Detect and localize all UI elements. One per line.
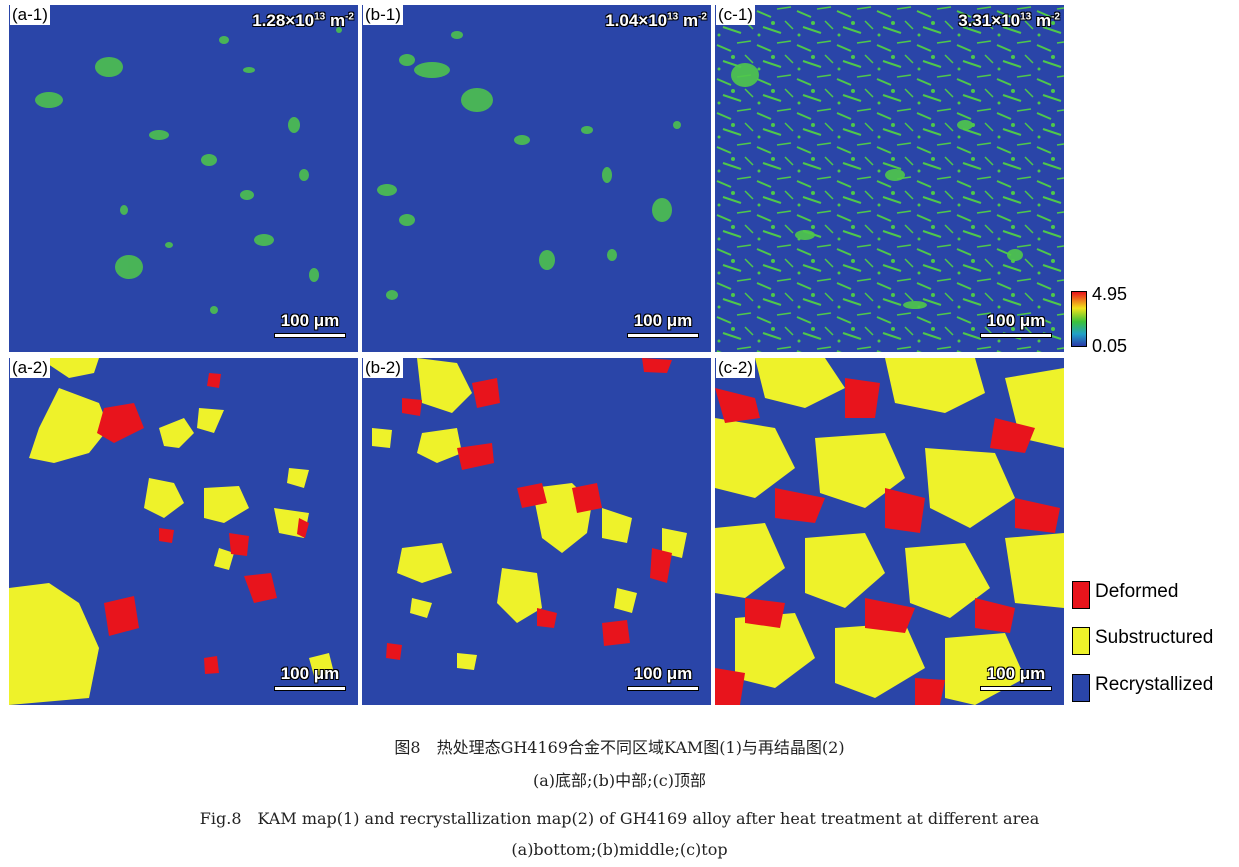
panel-label-a2: (a-2) [10,358,50,378]
dislocation-density-b1: 1.04×1013 m-2 [605,11,707,30]
panel-label-a1: (a-1) [10,5,50,25]
recrystallization-map-a2: (a-2) 100 μm [9,358,358,705]
recrystallization-map-b2-image [372,358,687,670]
legend-swatch-recrystallized [1072,674,1090,702]
legend-label-deformed: Deformed [1095,581,1179,602]
caption-cn-sub: (a)底部;(b)中部;(c)顶部 [533,771,706,790]
recrystallization-map-c2-image [715,358,1064,705]
kam-map-c1: (c-1) 3.31×1013 m-2 100 μm [715,5,1064,352]
colorbar-max-label: 4.95 [1092,284,1128,304]
kam-map-a1: (a-1) 1.28×1013 m-2 100 μm [9,5,358,352]
kam-map-b1-image [377,31,681,300]
scale-bar-a2: 100 μm [274,664,346,691]
legend-swatch-substructured [1072,627,1090,655]
kam-map-b1: (b-1) 1.04×1013 m-2 100 μm [362,5,711,352]
scale-bar-b2: 100 μm [627,664,699,691]
kam-map-c1-image [715,5,1064,352]
recrystallization-map-c2: (c-2) 100 μm [715,358,1064,705]
panel-label-c2: (c-2) [716,358,755,378]
scale-bar-c2: 100 μm [980,664,1052,691]
legend-label-recrystallized: Recrystallized [1095,674,1214,695]
caption-en-sub: (a)bottom;(b)middle;(c)top [511,840,728,859]
scale-bar-b1: 100 μm [627,311,699,338]
scale-bar-c1: 100 μm [980,311,1052,338]
dislocation-density-a1: 1.28×1013 m-2 [252,11,354,30]
scale-bar-a1: 100 μm [274,311,346,338]
dislocation-density-c1: 3.31×1013 m-2 [958,11,1060,30]
legend-label-substructured: Substructured [1095,627,1214,648]
panel-label-b2: (b-2) [363,358,403,378]
kam-map-a1-image [35,27,342,314]
panel-label-c1: (c-1) [716,5,755,25]
panel-label-b1: (b-1) [363,5,403,25]
caption-en-title: Fig.8 KAM map(1) and recrystallization m… [199,809,1040,828]
recrystallization-map-b2: (b-2) 100 μm [362,358,711,705]
recrystallization-map-a2-image [9,358,334,705]
legend-swatch-deformed [1072,581,1090,609]
caption-cn-title: 图8 热处理态GH4169合金不同区域KAM图(1)与再结晶图(2) [394,738,845,757]
kam-colorbar [1071,291,1087,347]
colorbar-min-label: 0.05 [1092,336,1128,356]
